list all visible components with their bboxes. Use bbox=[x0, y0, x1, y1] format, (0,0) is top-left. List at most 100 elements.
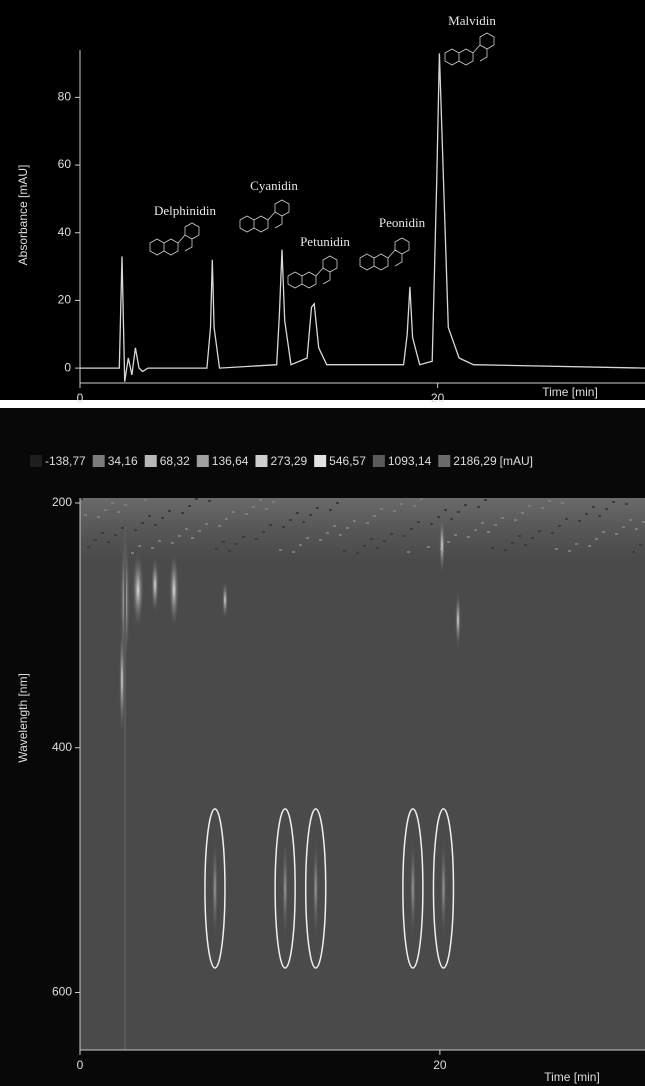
noise bbox=[289, 519, 292, 521]
noise bbox=[551, 532, 554, 534]
noise bbox=[104, 509, 107, 511]
noise bbox=[595, 538, 598, 540]
y-tick-label: 400 bbox=[52, 740, 72, 754]
noise bbox=[343, 550, 346, 552]
noise bbox=[602, 531, 605, 533]
noise bbox=[319, 539, 322, 541]
noise bbox=[269, 524, 272, 526]
x-tick-label: 0 bbox=[77, 1058, 84, 1072]
noise bbox=[417, 521, 420, 523]
noise bbox=[185, 528, 188, 530]
y-axis-label: Absorbance [mAU] bbox=[16, 165, 30, 266]
noise bbox=[252, 506, 255, 508]
peak-label: Peonidin bbox=[379, 215, 426, 230]
noise bbox=[467, 536, 470, 538]
noise bbox=[279, 549, 282, 551]
x-tick-label: 20 bbox=[431, 391, 445, 405]
noise bbox=[255, 538, 258, 540]
noise bbox=[222, 541, 225, 543]
noise bbox=[622, 526, 625, 528]
noise bbox=[138, 545, 141, 547]
legend-label: 68,32 bbox=[160, 454, 190, 468]
noise bbox=[366, 522, 369, 524]
legend-swatch bbox=[145, 455, 157, 467]
page: {"chart_data":[ {"type":"line","ylabel":… bbox=[0, 0, 645, 1086]
noise bbox=[114, 534, 117, 536]
noise bbox=[585, 513, 588, 515]
noise bbox=[447, 541, 450, 543]
legend-swatch bbox=[197, 455, 209, 467]
legend-swatch bbox=[255, 455, 267, 467]
noise bbox=[528, 505, 531, 507]
x-axis-label: Time [min] bbox=[542, 385, 598, 399]
noise bbox=[632, 551, 635, 553]
noise bbox=[568, 550, 571, 552]
noise bbox=[262, 531, 265, 533]
spot bbox=[222, 580, 228, 620]
noise bbox=[225, 518, 228, 520]
noise bbox=[191, 537, 194, 539]
noise bbox=[481, 522, 484, 524]
noise bbox=[259, 499, 262, 501]
noise bbox=[380, 508, 383, 510]
noise bbox=[629, 519, 632, 521]
noise bbox=[171, 542, 174, 544]
noise bbox=[491, 547, 494, 549]
noise bbox=[316, 507, 319, 509]
noise bbox=[464, 504, 467, 506]
noise bbox=[141, 522, 144, 524]
peak-spot bbox=[410, 835, 416, 941]
legend-swatch bbox=[314, 455, 326, 467]
noise bbox=[245, 513, 248, 515]
noise bbox=[148, 515, 151, 517]
noise bbox=[353, 520, 356, 522]
peak-label: Petunidin bbox=[300, 234, 350, 249]
noise bbox=[444, 509, 447, 511]
noise bbox=[588, 545, 591, 547]
noise bbox=[390, 533, 393, 535]
noise bbox=[575, 543, 578, 545]
noise bbox=[420, 498, 423, 500]
peak-label: Cyanidin bbox=[250, 178, 298, 193]
noise bbox=[501, 517, 504, 519]
noise-band bbox=[80, 498, 645, 560]
noise bbox=[407, 551, 410, 553]
noise bbox=[457, 511, 460, 513]
noise bbox=[514, 519, 517, 521]
y-tick-label: 40 bbox=[58, 225, 72, 239]
y-tick-label: 80 bbox=[58, 90, 72, 104]
noise bbox=[232, 511, 235, 513]
noise bbox=[474, 529, 477, 531]
noise bbox=[639, 544, 642, 546]
peak-spot bbox=[212, 835, 218, 941]
noise bbox=[121, 527, 124, 529]
noise bbox=[208, 500, 211, 502]
noise bbox=[615, 533, 618, 535]
noise bbox=[188, 505, 191, 507]
noise bbox=[198, 530, 201, 532]
noise bbox=[178, 535, 181, 537]
y-tick-label: 20 bbox=[58, 293, 72, 307]
noise bbox=[484, 499, 487, 501]
noise bbox=[154, 524, 157, 526]
y-tick-label: 60 bbox=[58, 157, 72, 171]
noise bbox=[410, 528, 413, 530]
noise bbox=[403, 535, 406, 537]
noise bbox=[124, 504, 127, 506]
noise bbox=[504, 549, 507, 551]
legend-label: 273,29 bbox=[270, 454, 307, 468]
noise bbox=[373, 515, 376, 517]
y-tick-label: 0 bbox=[64, 360, 71, 374]
x-tick-label: 0 bbox=[77, 391, 84, 405]
noise bbox=[558, 525, 561, 527]
legend-swatch bbox=[93, 455, 105, 467]
legend-label: 34,16 bbox=[108, 454, 138, 468]
noise bbox=[612, 501, 615, 503]
y-tick-label: 600 bbox=[52, 985, 72, 999]
noise bbox=[450, 518, 453, 520]
noise bbox=[131, 552, 134, 554]
noise bbox=[605, 508, 608, 510]
noise bbox=[107, 541, 110, 543]
noise bbox=[370, 538, 373, 540]
noise bbox=[518, 535, 521, 537]
